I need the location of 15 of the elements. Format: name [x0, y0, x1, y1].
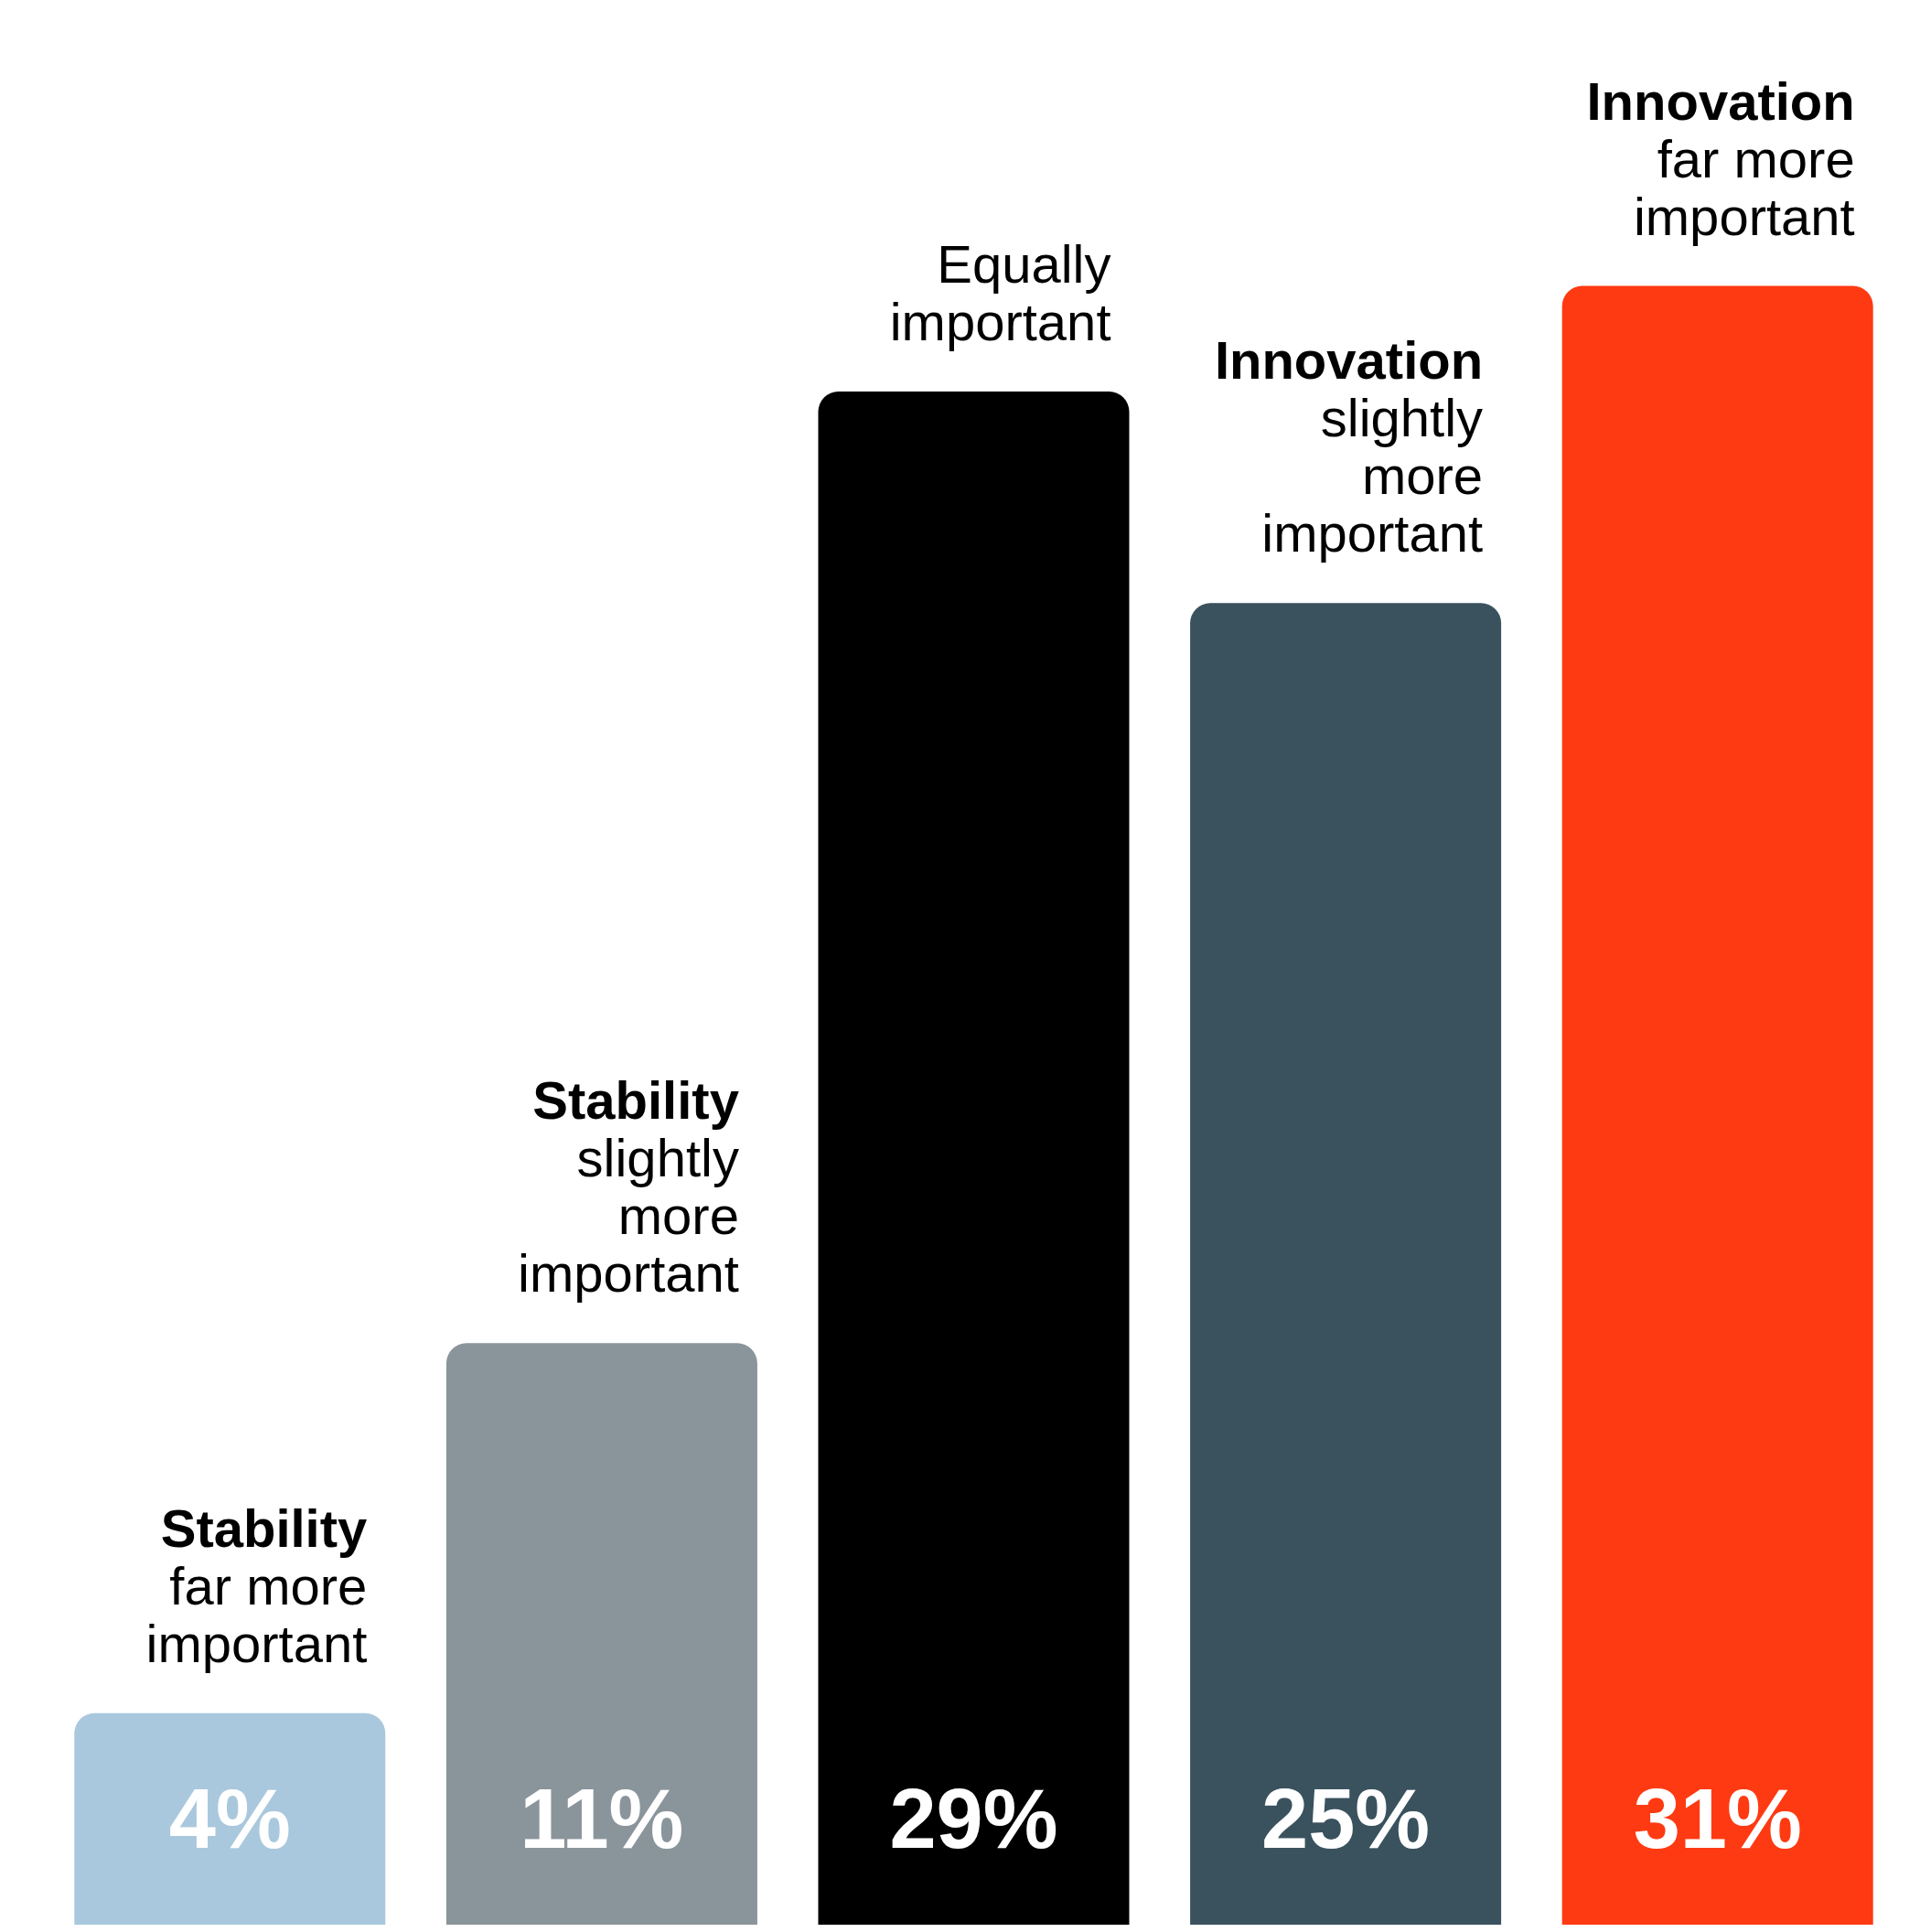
x-tick-label: Innovation slightly more important: [1214, 330, 1484, 564]
x-tick-label: Stability slightly more important: [518, 1070, 739, 1304]
bar: [74, 1712, 386, 1925]
x-tick-label: Equally important: [889, 234, 1111, 352]
bar: [1561, 285, 1873, 1925]
bar: [818, 392, 1130, 1925]
bar: [1190, 603, 1502, 1925]
data-label: 11%: [520, 1772, 684, 1865]
data-label: 31%: [1633, 1772, 1802, 1865]
x-tick-label: Stability far more important: [145, 1497, 368, 1673]
data-label: 4%: [168, 1772, 291, 1865]
x-tick-label: Innovation far more important: [1586, 70, 1855, 246]
data-label: 25%: [1261, 1772, 1431, 1865]
bar: [445, 1343, 757, 1925]
data-label: 29%: [889, 1772, 1058, 1865]
